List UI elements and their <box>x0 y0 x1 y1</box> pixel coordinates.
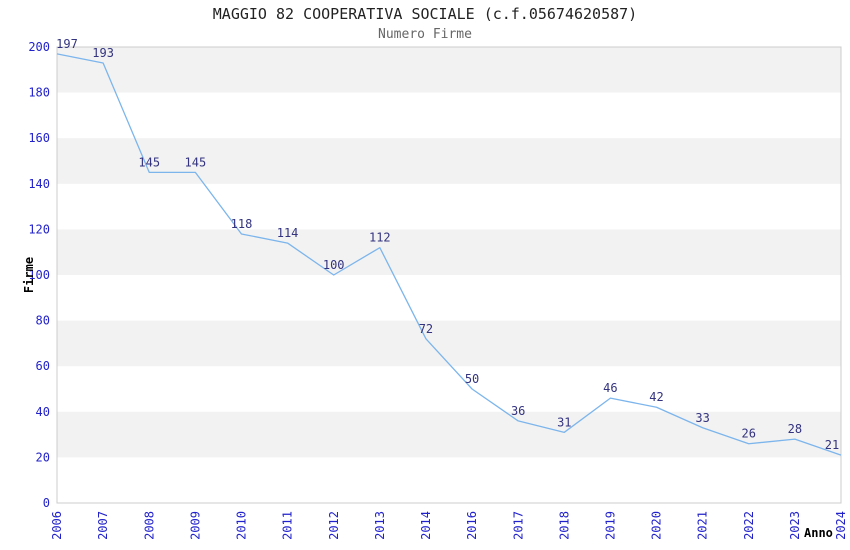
chart-subtitle: Numero Firme <box>378 27 472 42</box>
x-tick-label: 2008 <box>142 511 156 540</box>
data-label: 36 <box>511 404 525 418</box>
data-label: 114 <box>277 226 299 240</box>
data-label: 42 <box>649 390 663 404</box>
x-tick-label: 2013 <box>373 511 387 540</box>
y-tick-label: 180 <box>28 86 50 100</box>
x-tick-label: 2007 <box>96 511 110 540</box>
data-label: 197 <box>56 37 78 51</box>
data-label: 193 <box>92 46 114 60</box>
y-tick-label: 120 <box>28 222 50 236</box>
y-tick-label: 0 <box>43 496 50 510</box>
y-axis-title: Firme <box>22 256 36 294</box>
x-axis-title: Anno <box>804 526 833 540</box>
y-tick-label: 80 <box>36 314 50 328</box>
y-tick-label: 20 <box>36 450 50 464</box>
grid-band <box>57 229 841 275</box>
x-tick-label: 2019 <box>603 511 617 540</box>
data-label: 21 <box>825 438 839 452</box>
data-label: 33 <box>695 411 709 425</box>
x-tick-label: 2017 <box>511 511 525 540</box>
y-tick-label: 100 <box>28 268 50 282</box>
data-label: 31 <box>557 415 571 429</box>
series-line <box>56 53 842 456</box>
grid-band <box>57 47 841 93</box>
x-tick-label: 2010 <box>235 511 249 540</box>
data-label: 26 <box>742 427 756 441</box>
data-label: 112 <box>369 231 391 245</box>
y-tick-label: 40 <box>36 405 50 419</box>
x-tick-label: 2022 <box>742 511 756 540</box>
data-label: 72 <box>419 322 433 336</box>
chart-title: MAGGIO 82 COOPERATIVA SOCIALE (c.f.05674… <box>212 5 638 23</box>
grid-band <box>57 320 841 367</box>
data-label: 145 <box>185 155 207 169</box>
data-label: 50 <box>465 372 479 386</box>
y-tick-label: 60 <box>36 359 50 373</box>
data-label: 28 <box>788 422 802 436</box>
data-label: 145 <box>138 155 160 169</box>
plot-border <box>56 46 842 504</box>
grid-band <box>57 411 841 458</box>
grid-band <box>57 138 841 184</box>
y-tick-label: 160 <box>28 131 50 145</box>
x-tick-label: 2012 <box>327 511 341 540</box>
x-tick-label: 2018 <box>557 511 571 540</box>
x-tick-label: 2006 <box>50 511 64 540</box>
x-tick-label: 2020 <box>650 511 664 540</box>
y-tick-label: 200 <box>28 40 50 54</box>
data-label: 46 <box>603 381 617 395</box>
x-tick-label: 2021 <box>696 511 710 540</box>
x-tick-label: 2024 <box>834 511 848 540</box>
x-tick-label: 2009 <box>188 511 202 540</box>
x-tick-label: 2023 <box>788 511 802 540</box>
x-tick-label: 2011 <box>281 511 295 540</box>
y-tick-label: 140 <box>28 177 50 191</box>
data-label: 100 <box>323 258 345 272</box>
data-label: 118 <box>231 217 253 231</box>
x-tick-label: 2016 <box>465 511 479 540</box>
x-tick-label: 2014 <box>419 511 433 540</box>
